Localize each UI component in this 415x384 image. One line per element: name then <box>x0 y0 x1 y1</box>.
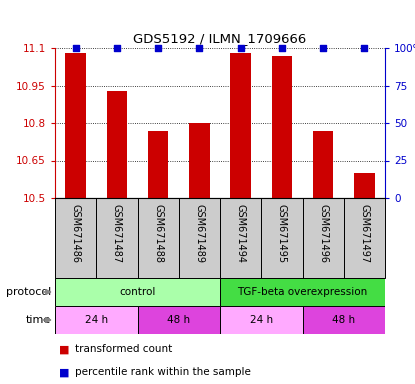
Bar <box>271 56 292 198</box>
Text: 48 h: 48 h <box>332 315 355 325</box>
Text: GSM671486: GSM671486 <box>71 204 81 263</box>
Bar <box>55 306 137 334</box>
Point <box>155 45 161 51</box>
Bar <box>313 131 333 198</box>
Text: GSM671495: GSM671495 <box>277 204 287 263</box>
Bar <box>55 278 220 306</box>
Text: GSM671496: GSM671496 <box>318 204 328 263</box>
Bar <box>344 198 385 278</box>
Point <box>72 45 79 51</box>
Bar <box>220 306 303 334</box>
Text: percentile rank within the sample: percentile rank within the sample <box>75 367 251 377</box>
Bar <box>189 123 210 198</box>
Point <box>320 45 327 51</box>
Bar <box>65 53 86 198</box>
Text: TGF-beta overexpression: TGF-beta overexpression <box>237 287 368 297</box>
Bar <box>179 198 220 278</box>
Bar <box>220 198 261 278</box>
Bar <box>96 198 137 278</box>
Point <box>237 45 244 51</box>
Bar <box>303 198 344 278</box>
Title: GDS5192 / ILMN_1709666: GDS5192 / ILMN_1709666 <box>133 32 307 45</box>
Point <box>196 45 203 51</box>
Text: 48 h: 48 h <box>167 315 190 325</box>
Text: ■: ■ <box>59 344 73 354</box>
Bar <box>137 306 220 334</box>
Bar <box>137 198 179 278</box>
Text: 24 h: 24 h <box>85 315 108 325</box>
Bar <box>148 131 168 198</box>
Text: transformed count: transformed count <box>75 344 172 354</box>
Bar <box>261 198 303 278</box>
Bar <box>55 198 96 278</box>
Bar <box>230 53 251 198</box>
Point <box>361 45 368 51</box>
Text: control: control <box>120 287 156 297</box>
Text: GSM671488: GSM671488 <box>153 204 163 263</box>
Text: protocol: protocol <box>6 287 51 297</box>
Bar <box>354 173 375 198</box>
Text: ■: ■ <box>59 367 73 377</box>
Bar <box>303 306 385 334</box>
Text: GSM671487: GSM671487 <box>112 204 122 263</box>
Point <box>278 45 285 51</box>
Text: GSM671497: GSM671497 <box>359 204 369 263</box>
Point <box>114 45 120 51</box>
Text: GSM671489: GSM671489 <box>194 204 204 263</box>
Bar <box>107 91 127 198</box>
Text: GSM671494: GSM671494 <box>236 204 246 263</box>
Text: time: time <box>26 315 51 325</box>
Bar <box>220 278 385 306</box>
Text: 24 h: 24 h <box>250 315 273 325</box>
